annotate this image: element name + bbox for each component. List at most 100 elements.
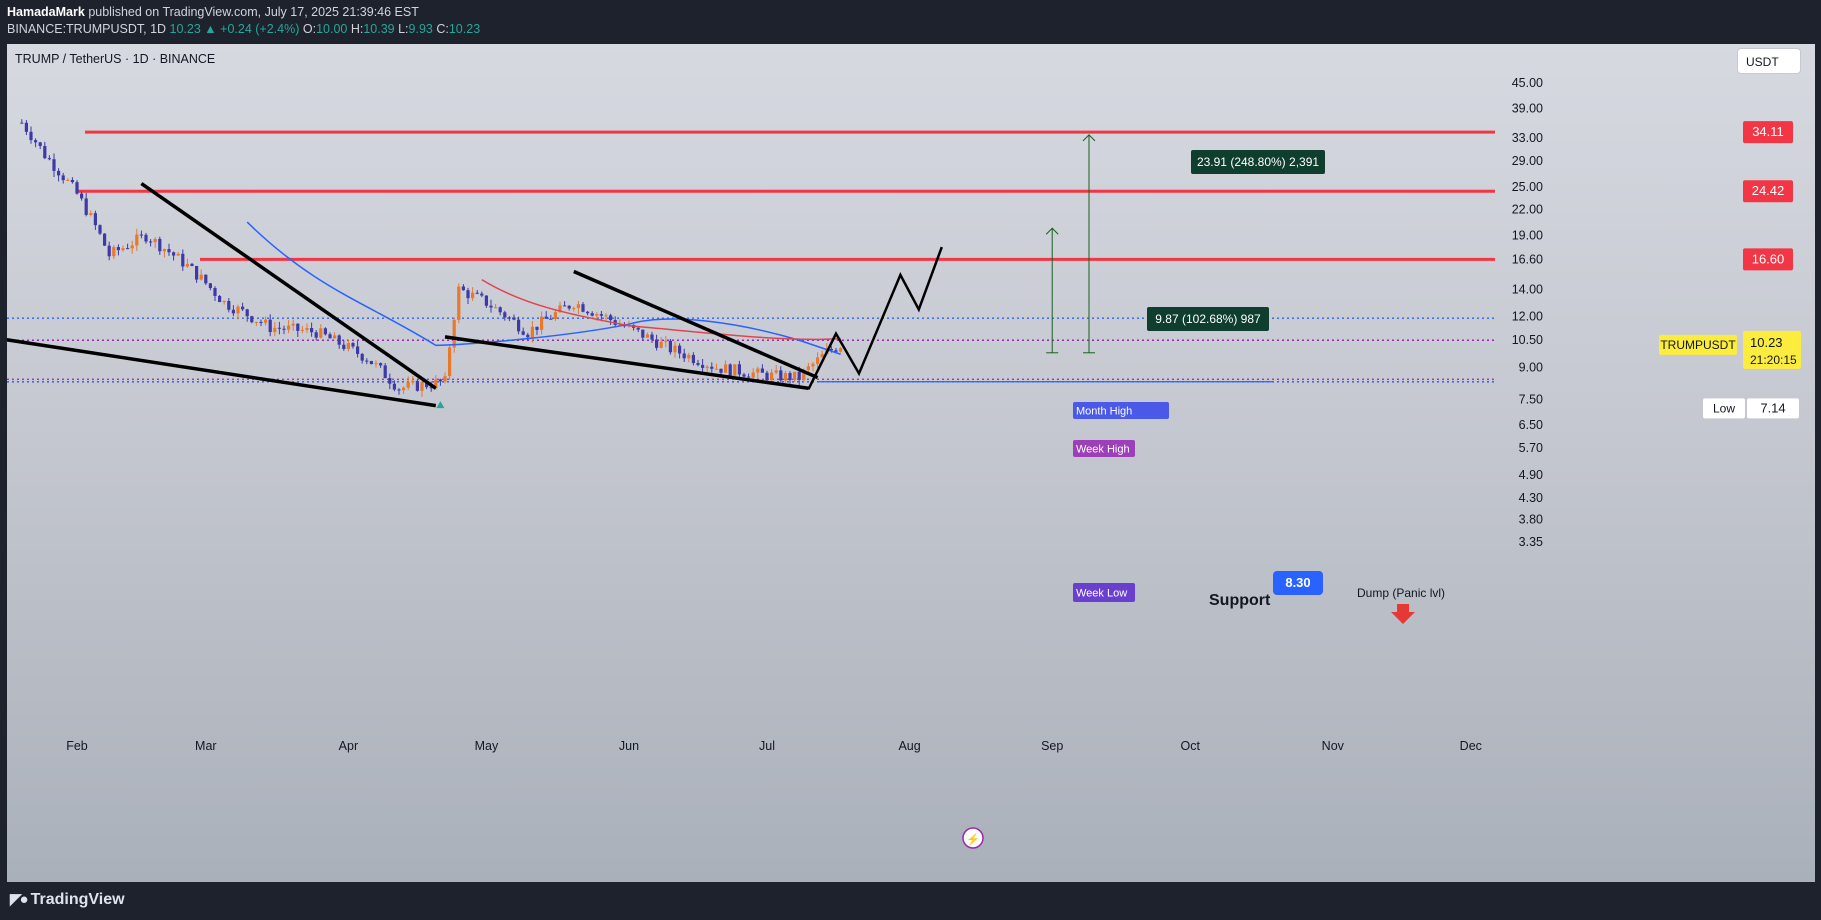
candle-body <box>195 266 199 280</box>
y-tick-label: 33.00 <box>1512 131 1543 145</box>
candle-body <box>167 249 171 253</box>
candle-body <box>609 315 613 321</box>
candle-body <box>24 122 28 132</box>
candle-body <box>388 378 392 384</box>
chart-title: TRUMP / TetherUS · 1D · BINANCE <box>15 52 216 66</box>
candle-body <box>66 179 70 181</box>
candle-body <box>268 319 272 333</box>
candle-body <box>783 373 787 381</box>
candle-body <box>126 248 130 250</box>
target1-label: 9.87 (102.68%) 987 <box>1147 307 1269 331</box>
candle-body <box>438 379 442 382</box>
candle-body <box>599 314 603 316</box>
candle-body <box>443 376 447 382</box>
candle-body <box>360 353 364 361</box>
candle-body <box>498 307 502 313</box>
y-tick-label: 12.00 <box>1512 310 1543 324</box>
candle-body <box>636 327 640 330</box>
week-low-label-text: Week Low <box>1076 588 1127 600</box>
candle-body <box>61 175 65 181</box>
trendline <box>573 269 819 380</box>
candle-body <box>153 238 157 243</box>
candle-body <box>319 328 323 338</box>
high-label: H: <box>350 22 364 36</box>
y-tick-label: 25.00 <box>1512 180 1543 194</box>
candle-body <box>659 341 663 348</box>
candle-body <box>323 328 327 335</box>
high-value: 10.39 <box>363 22 395 36</box>
candle-body <box>434 379 438 388</box>
y-tick-label: 3.80 <box>1519 513 1543 527</box>
candle-body <box>742 374 746 377</box>
candle-body <box>503 312 507 318</box>
candle-body <box>696 363 700 365</box>
candle-body <box>89 213 93 215</box>
candles <box>20 119 843 397</box>
header-price: 10.23 <box>169 22 201 36</box>
trendline <box>140 182 437 390</box>
candle-body <box>839 348 843 352</box>
candle-body <box>452 319 456 348</box>
y-tick-label: 19.00 <box>1512 229 1543 243</box>
candle-body <box>190 263 194 267</box>
candle-body <box>733 364 737 376</box>
candle-body <box>176 253 180 256</box>
candle-body <box>47 158 51 160</box>
x-tick-label: Oct <box>1180 739 1200 753</box>
y-tick-label: 5.70 <box>1519 441 1543 455</box>
candle-body <box>34 140 38 143</box>
open-label: O: <box>302 22 317 36</box>
candle-body <box>714 368 718 370</box>
low-tag-label: Low <box>1713 401 1735 415</box>
chart-canvas[interactable]: 45.00 39.00 33.00 29.00 25.00 22.00 19.00 16.60… <box>7 44 1815 882</box>
candle-body <box>668 340 672 353</box>
lightning-glyph: ⚡ <box>966 833 980 846</box>
candle-body <box>756 368 760 373</box>
red-moving-average <box>481 278 841 341</box>
candle-body <box>581 304 585 312</box>
support-value-badge: 8.30 <box>1273 571 1323 595</box>
currency-button[interactable]: USDT <box>1737 48 1801 74</box>
candle-body <box>346 343 350 350</box>
candle-body <box>277 327 281 329</box>
y-tick-label: 7.50 <box>1519 393 1543 407</box>
target2-label-text: 23.91 (248.80%) 2,391 <box>1197 155 1319 169</box>
candle-body <box>411 380 415 383</box>
candle-body <box>112 247 116 257</box>
axis-bg <box>7 732 1815 882</box>
candle-body <box>379 363 383 366</box>
x-tick-label: Sep <box>1041 739 1063 753</box>
candle-body <box>144 234 148 242</box>
candle-body <box>471 292 475 299</box>
low-tag-value: 7.14 <box>1760 400 1785 415</box>
candle-body <box>793 371 797 381</box>
author-name[interactable]: HamadaMark <box>7 5 85 19</box>
candle-body <box>563 305 567 307</box>
candle-body <box>241 306 245 310</box>
x-tick-label: Aug <box>898 739 920 753</box>
candle-body <box>779 370 783 381</box>
candle-body <box>747 376 751 378</box>
y-tick-label: 10.50 <box>1512 333 1543 347</box>
candle-body <box>710 366 714 369</box>
candle-body <box>291 323 295 326</box>
candle-body <box>149 241 153 243</box>
tradingview-logo-icon: ◤● <box>10 891 29 908</box>
candle-body <box>595 314 599 316</box>
y-tick-label: 39.00 <box>1512 102 1543 116</box>
candle-body <box>701 364 705 368</box>
candle-body <box>425 382 429 388</box>
candle-body <box>43 145 47 159</box>
candle-body <box>296 323 300 331</box>
tradingview-logo[interactable]: ◤● TradingView <box>10 890 125 909</box>
target2-label: 23.91 (248.80%) 2,391 <box>1191 150 1325 174</box>
candle-body <box>328 334 332 339</box>
candle-body <box>245 309 249 317</box>
resistance-price-tag: 24.42 <box>1743 180 1793 203</box>
y-axis-labels: 45.00 39.00 33.00 29.00 25.00 22.00 19.00 16.60… <box>1512 76 1543 549</box>
candle-body <box>250 316 254 323</box>
chart-panel[interactable]: 45.00 39.00 33.00 29.00 25.00 22.00 19.00 16.60… <box>7 44 1815 882</box>
candle-body <box>300 329 304 331</box>
countdown-text: 21:20:15 <box>1750 353 1797 367</box>
up-triangle-icon: ▲ <box>204 22 217 36</box>
